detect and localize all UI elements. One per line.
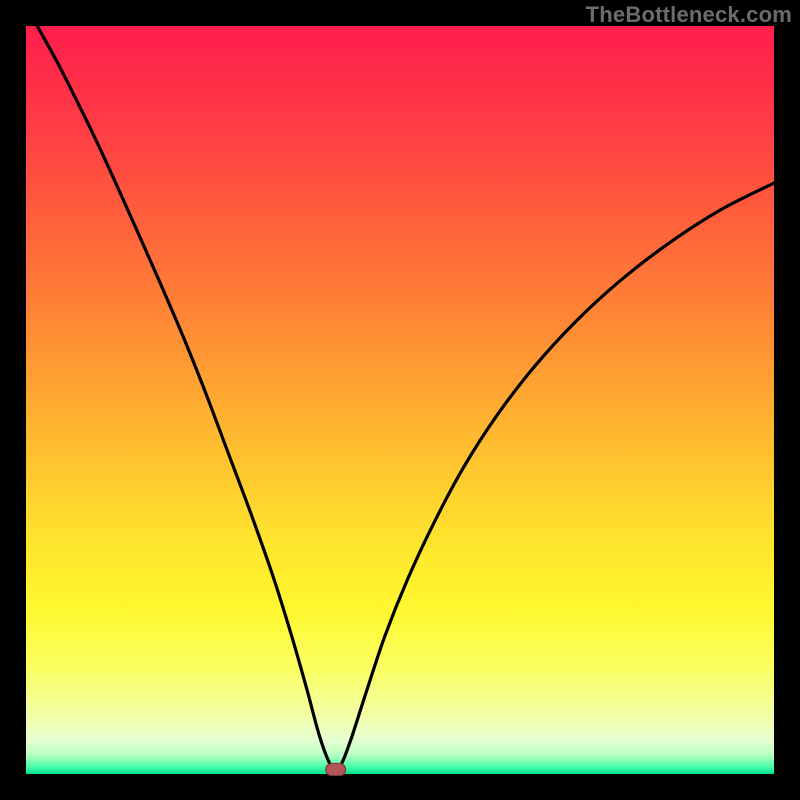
chart-container: TheBottleneck.com (0, 0, 800, 800)
gradient-background (26, 26, 774, 774)
minimum-marker (326, 764, 346, 776)
bottleneck-curve-plot (0, 0, 800, 800)
